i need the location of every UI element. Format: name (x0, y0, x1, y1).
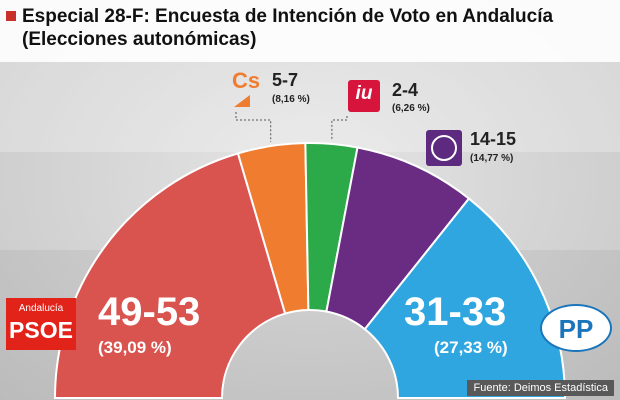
title-bar: Especial 28-F: Encuesta de Intención de … (0, 0, 620, 62)
cs-logo-text: Cs (232, 68, 261, 93)
psoe-seats-label: 49-53 (98, 290, 201, 334)
iu-logo: iu (348, 80, 380, 112)
podemos-circle-icon (431, 135, 457, 161)
podemos-seats-label: 14-15 (470, 129, 517, 149)
psoe-logo-region: Andalucía (18, 303, 64, 314)
psoe-logo: Andalucía PSOE (6, 298, 76, 350)
leader-line-iu (331, 116, 348, 140)
cs-seats-label: 5-7 (272, 70, 299, 90)
psoe-logo-text: PSOE (9, 317, 73, 343)
iu-seats-label: 2-4 (392, 80, 419, 100)
cs-logo: Cs (232, 68, 268, 112)
chart-title: Especial 28-F: Encuesta de Intención de … (22, 6, 554, 50)
podemos-logo (426, 130, 462, 166)
title-marker (6, 11, 16, 21)
psoe-percent-label: (39,09 %) (98, 338, 172, 357)
source-label: Fuente: Deimos Estadística (467, 380, 614, 396)
iu-percent-label: (6,26 %) (392, 103, 430, 114)
cs-logo-triangle (234, 95, 250, 107)
leader-line-cs (235, 112, 272, 142)
segment-pp (363, 197, 567, 399)
podemos-percent-label: (14,77 %) (470, 153, 514, 164)
pp-seats-label: 31-33 (404, 290, 507, 334)
background-band (0, 62, 620, 152)
pp-logo-text: PP (558, 314, 594, 344)
iu-logo-text: iu (355, 83, 373, 104)
pp-percent-label: (27,33 %) (434, 338, 508, 357)
pp-logo: PP (540, 304, 612, 352)
cs-percent-label: (8,16 %) (272, 94, 310, 105)
